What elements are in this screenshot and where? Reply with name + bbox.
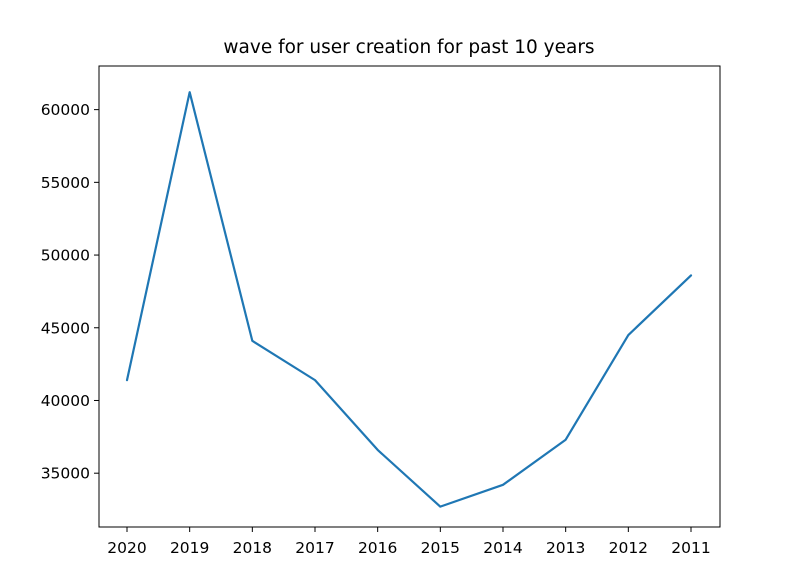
- x-tick-label: 2016: [358, 539, 397, 557]
- x-tick-label: 2019: [170, 539, 209, 557]
- x-tick-label: 2015: [421, 539, 460, 557]
- plot-frame: [98, 65, 721, 528]
- x-tick-label: 2013: [546, 539, 585, 557]
- chart-title: wave for user creation for past 10 years: [223, 37, 594, 58]
- y-axis: 35000 40000 45000 50000 55000 60000: [41, 101, 99, 483]
- y-tick-label: 35000: [41, 465, 90, 483]
- y-tick-label: 45000: [41, 319, 90, 337]
- y-tick-label: 60000: [41, 101, 90, 119]
- x-tick-label: 2012: [609, 539, 648, 557]
- x-tick-label: 2014: [483, 539, 522, 557]
- y-tick-label: 50000: [41, 247, 90, 265]
- x-tick-label: 2018: [233, 539, 272, 557]
- x-axis: 2020 2019 2018 2017 2016 2015 2014 2013 2012 2011: [107, 527, 711, 557]
- y-tick-label: 55000: [41, 174, 90, 192]
- y-tick-label: 40000: [41, 392, 90, 410]
- x-tick-label: 2017: [295, 539, 334, 557]
- x-tick-label: 2011: [671, 539, 710, 557]
- x-tick-label: 2020: [107, 539, 146, 557]
- series-line: [125, 91, 693, 508]
